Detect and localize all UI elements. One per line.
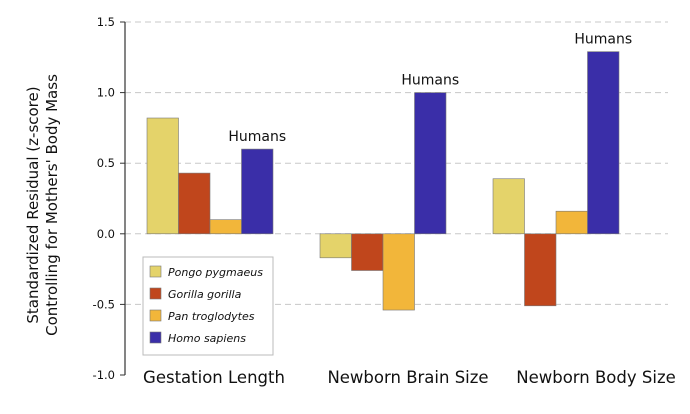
bar (146, 117, 179, 235)
bar (492, 178, 525, 235)
y-axis-label-line1: Standardized Residual (z-score) (24, 86, 42, 323)
bar (382, 233, 415, 311)
y-tick-label: 1.5 (97, 15, 115, 29)
humans-annotation: Humans (574, 32, 632, 48)
axis-layer: 1.5 1.0 0.5 0.0 -0.5 -1.0 Gestation Length Newb… (93, 15, 676, 387)
legend-label: Pan troglodytes (168, 310, 255, 323)
legend-items: Pongo pygmaeus Gorilla gorilla Pan troglod… (149, 265, 263, 345)
legend-label: Pongo pygmaeus (168, 266, 263, 279)
y-tick-label: 1.0 (97, 86, 115, 100)
bar (587, 51, 620, 235)
y-tick-label: 0.0 (97, 227, 115, 241)
y-tick-label: -1.0 (93, 368, 115, 382)
y-axis-label: Standardized Residual (z-score) Controll… (24, 74, 61, 336)
bar (319, 233, 352, 259)
legend-box (142, 256, 274, 356)
bar (414, 92, 447, 235)
y-tick-label: -0.5 (93, 297, 115, 311)
bar-layer (146, 51, 620, 311)
legend-label: Homo sapiens (168, 332, 246, 345)
category-label: Gestation Length (143, 368, 285, 387)
bar (209, 219, 242, 235)
humans-annotation: Humans (401, 73, 459, 89)
legend-swatch (149, 331, 162, 344)
bar (555, 210, 588, 235)
humans-annotation: Humans (228, 129, 286, 145)
category-label: Newborn Brain Size (327, 368, 488, 387)
legend-label: Gorilla gorilla (168, 288, 242, 301)
y-tick-label: 0.5 (97, 156, 115, 170)
legend-swatch (149, 287, 162, 300)
bar (241, 148, 274, 235)
y-axis-label-line2: Controlling for Mothers' Body Mass (43, 74, 61, 336)
legend-swatch (149, 309, 162, 322)
bar (178, 172, 211, 235)
category-label: Newborn Body Size (516, 368, 676, 387)
bar (524, 233, 557, 307)
legend-swatch (149, 265, 162, 278)
bar (351, 233, 384, 271)
legend: Pongo pygmaeus Gorilla gorilla Pan troglod… (142, 256, 274, 356)
